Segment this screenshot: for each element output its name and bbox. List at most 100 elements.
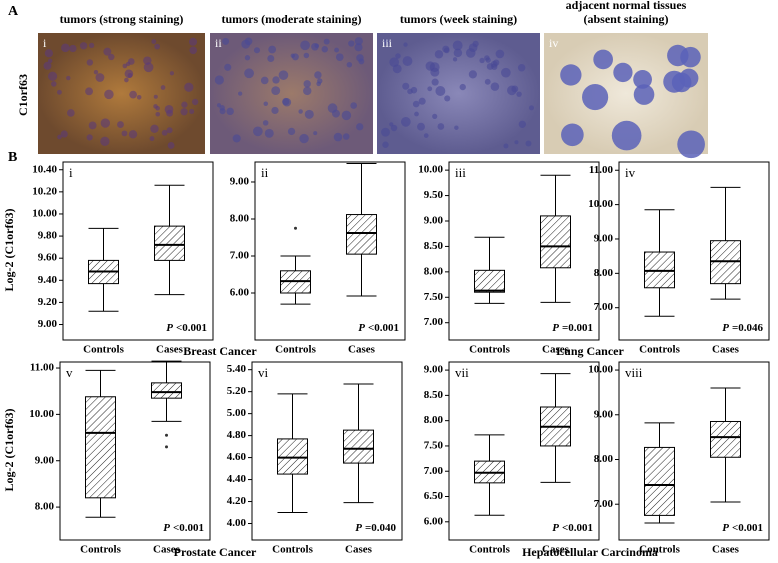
group-label: Hepatocellular Carcinoma (522, 545, 658, 559)
cell (69, 44, 77, 53)
cell (153, 104, 158, 109)
cell (188, 37, 198, 46)
y-tick-label: 10.00 (418, 164, 443, 176)
cell (633, 84, 655, 105)
y-tick-label: 4.00 (227, 517, 247, 529)
cell (121, 130, 128, 137)
cell (437, 123, 445, 130)
y-tick-label: 9.00 (230, 176, 250, 188)
cell (57, 134, 62, 140)
cell (260, 76, 269, 85)
cell (486, 63, 494, 70)
cell (334, 47, 340, 53)
y-tick-label: 8.00 (230, 213, 250, 225)
cell (444, 95, 451, 102)
plot-frame (254, 161, 406, 341)
cell (485, 57, 491, 63)
y-tick-label: 10.40 (32, 163, 57, 175)
cell (56, 89, 62, 95)
plot-frame (62, 161, 214, 341)
cell (61, 43, 70, 53)
cell (43, 61, 52, 70)
x-tick-label: Controls (639, 544, 680, 556)
cell (224, 63, 232, 71)
y-tick-label: 7.00 (594, 301, 614, 313)
cell (278, 70, 289, 80)
cell (484, 78, 491, 85)
cell (104, 89, 114, 100)
cell (321, 46, 328, 53)
cell (271, 106, 279, 115)
y-tick-label: 4.20 (227, 495, 247, 507)
cell (613, 62, 633, 83)
cell (335, 53, 344, 61)
cell (313, 131, 318, 136)
p-text: <0.001 (562, 522, 593, 534)
y-tick-label: 4.40 (227, 473, 247, 485)
box (710, 420, 741, 458)
p-symbol: P (358, 322, 365, 334)
cell (86, 134, 93, 141)
y-tick-label: 9.50 (424, 189, 444, 201)
outlier (165, 445, 168, 449)
cell (79, 42, 88, 50)
x-tick-label: Cases (712, 344, 740, 356)
cell (414, 111, 419, 117)
y-tick-label: 5.00 (227, 407, 247, 419)
cell (423, 133, 429, 138)
cell (525, 140, 532, 147)
cell (452, 57, 458, 62)
cell (122, 63, 128, 69)
y-tick-label: 8.00 (594, 453, 614, 465)
cell (333, 132, 343, 142)
cell (431, 78, 439, 86)
cell (518, 120, 527, 128)
cell (300, 40, 310, 51)
cell (382, 141, 389, 148)
cell (222, 37, 230, 45)
cell (108, 53, 115, 61)
cell (468, 43, 478, 52)
plot-frame (618, 361, 770, 541)
cell (95, 73, 105, 82)
image-numeral: i (43, 36, 47, 50)
y-tick-label: 7.00 (424, 316, 444, 328)
cell (452, 40, 463, 51)
cell (303, 52, 310, 59)
cell (389, 57, 400, 67)
cell (129, 90, 137, 99)
p-text: <0.001 (176, 322, 207, 334)
cell (47, 71, 58, 81)
panel-numeral: v (66, 365, 73, 380)
y-tick-label: 8.00 (594, 267, 614, 279)
cell (390, 124, 398, 132)
p-value: P =0.040 (355, 522, 396, 534)
cell (128, 130, 138, 139)
y-tick-label: 10.20 (32, 185, 57, 197)
cell (348, 40, 355, 47)
cell (356, 123, 364, 131)
x-tick-label: Cases (345, 544, 373, 556)
y-axis-label: Log-2 (C1orf63) (2, 209, 16, 292)
cell (216, 103, 222, 108)
x-tick-label: Controls (275, 344, 316, 356)
cell (395, 53, 401, 59)
cell (430, 67, 440, 77)
x-tick-label: Cases (542, 544, 570, 556)
cell (151, 39, 157, 45)
group-label: Lung Cancer (556, 344, 624, 358)
cell (287, 127, 296, 136)
box (85, 396, 116, 499)
panel-numeral: i (69, 165, 73, 180)
outlier (294, 226, 297, 230)
cell (453, 48, 463, 58)
cell (400, 116, 411, 127)
cell (671, 72, 692, 93)
cell (468, 70, 477, 79)
cell (479, 57, 485, 64)
box (644, 446, 675, 516)
cell (346, 61, 353, 68)
x-tick-label: Cases (712, 544, 740, 556)
y-tick-label: 9.00 (424, 215, 444, 227)
